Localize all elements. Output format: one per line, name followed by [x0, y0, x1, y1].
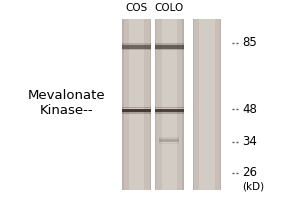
Bar — [122, 45, 151, 49]
Bar — [160, 139, 179, 142]
Text: 34: 34 — [243, 135, 257, 148]
Bar — [155, 112, 184, 114]
Bar — [122, 19, 151, 190]
Bar — [155, 107, 184, 108]
Bar — [122, 49, 151, 50]
Bar — [155, 45, 184, 49]
Bar — [193, 19, 221, 190]
Bar — [220, 19, 221, 190]
Bar — [199, 19, 214, 190]
Bar — [129, 19, 144, 190]
Bar — [155, 109, 184, 112]
Bar — [160, 143, 179, 144]
Text: COLO: COLO — [155, 3, 184, 13]
Text: (kD): (kD) — [243, 181, 265, 191]
Text: Kinase--: Kinase-- — [40, 104, 93, 117]
Text: Mevalonate: Mevalonate — [28, 89, 105, 102]
Bar — [122, 109, 151, 112]
Bar — [155, 49, 184, 50]
Bar — [160, 137, 179, 139]
Bar — [122, 112, 151, 114]
Bar — [122, 43, 151, 45]
Text: 85: 85 — [243, 36, 257, 49]
Bar — [162, 19, 177, 190]
Text: 48: 48 — [243, 103, 257, 116]
Bar — [122, 19, 124, 190]
Text: 26: 26 — [243, 166, 258, 179]
Bar — [193, 19, 194, 190]
Bar — [182, 19, 184, 190]
Bar — [155, 19, 156, 190]
Bar — [122, 107, 151, 108]
Text: COS: COS — [125, 3, 148, 13]
Bar — [155, 43, 184, 45]
Bar — [155, 19, 184, 190]
Bar — [150, 19, 151, 190]
